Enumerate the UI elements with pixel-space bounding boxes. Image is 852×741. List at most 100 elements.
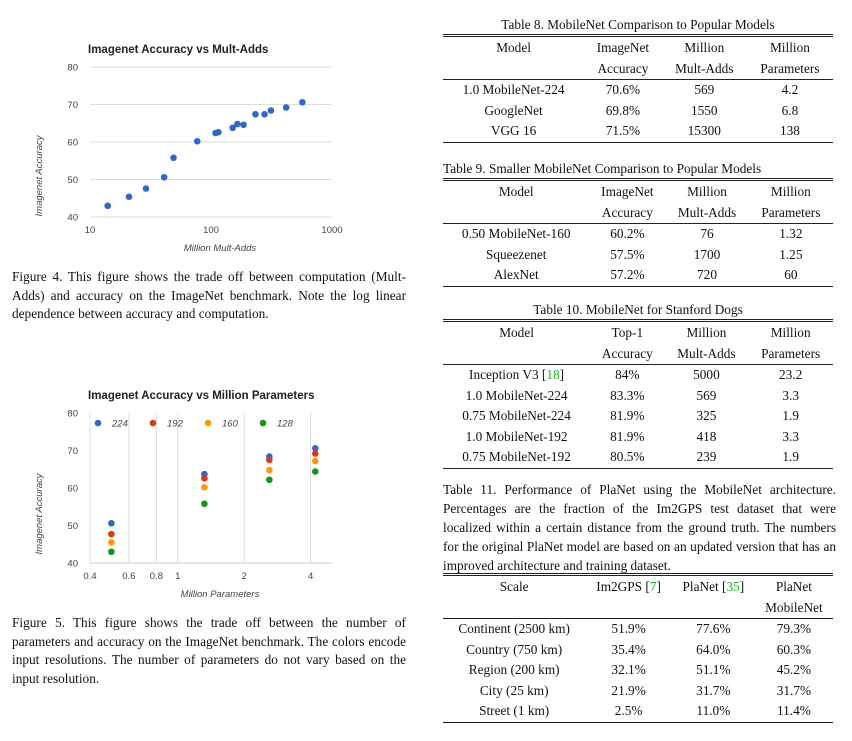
table-cell: AlexNet xyxy=(443,265,590,287)
table9-header xyxy=(443,202,590,224)
table-cell: 1.25 xyxy=(779,246,803,262)
table-cell: Squeezenet xyxy=(485,246,547,262)
table-cell: Continent (2500 km) xyxy=(458,621,570,636)
table8-table: Model ImageNet Million Million Accuracy … xyxy=(443,34,833,143)
figure4-xlabel: Million Mult-Adds xyxy=(184,243,257,254)
table11-caption: Table 11. Performance of PlaNet using th… xyxy=(443,482,836,573)
table9-table: Model ImageNet Million Million Accuracy … xyxy=(443,178,833,287)
x-tick-label: 4 xyxy=(308,571,313,582)
y-tick-label: 80 xyxy=(67,63,78,74)
x-tick-label: 10 xyxy=(85,225,96,236)
table-cell: 418 xyxy=(696,428,717,444)
table-cell: 11.0% xyxy=(671,701,755,723)
y-tick-label: 70 xyxy=(67,446,78,457)
table8: Table 8. MobileNet Comparison to Popular… xyxy=(443,16,833,143)
table-cell: 60 xyxy=(748,265,833,287)
table-row: 1.0 MobileNet-224 83.3% 569 3.3 xyxy=(443,386,833,407)
table10-header: Model xyxy=(443,319,591,344)
table-cell: Inception V3 [18] xyxy=(469,367,565,382)
table-row: 0.50 MobileNet-160 60.2% 76 1.32 xyxy=(443,224,833,245)
data-point xyxy=(193,137,201,145)
data-point xyxy=(266,466,273,474)
table11-header xyxy=(671,597,755,619)
table-cell: 31.7% xyxy=(696,682,731,698)
figure4-caption: Figure 4. This figure shows the trade of… xyxy=(12,269,406,322)
table-cell: Country (750 km) xyxy=(466,641,563,657)
table-row: Continent (2500 km) 51.9% 77.6% 79.3% xyxy=(443,619,833,640)
figure4-svg: Imagenet Accuracy vs Mult-Adds 40 50 60 70 8… xyxy=(34,44,343,254)
table-cell: 1.9 xyxy=(782,408,799,423)
data-point xyxy=(266,456,273,464)
table-cell: 76 xyxy=(700,226,714,241)
table10-header: Top-1 xyxy=(590,319,665,344)
table10-header: Parameters xyxy=(748,343,833,365)
table11-header xyxy=(585,597,672,619)
figure5-xlabel: Million Parameters xyxy=(181,589,260,600)
table11-header xyxy=(443,597,586,619)
table-cell: 569 xyxy=(694,82,715,97)
table8-header xyxy=(443,58,585,80)
table-cell: 0.50 MobileNet-160 xyxy=(461,226,571,241)
table-cell: VGG 16 xyxy=(443,121,585,143)
data-point xyxy=(125,193,133,201)
table-cell: 79.3% xyxy=(776,621,812,636)
legend-marker xyxy=(259,419,267,427)
table10-header: Million xyxy=(664,319,749,344)
table-row: Inception V3 [18] 84% 5000 23.2 xyxy=(443,365,833,386)
table-row: VGG 16 71.5% 15300 138 xyxy=(443,121,833,143)
data-point xyxy=(311,468,319,475)
figure5-caption: Figure 5. This figure shows the trade of… xyxy=(12,615,406,686)
table8-title: Table 8. MobileNet Comparison to Popular… xyxy=(501,17,775,32)
table9-title: Table 9. Smaller MobileNet Comparison to… xyxy=(443,161,762,176)
table-cell: 11.4% xyxy=(754,701,833,723)
table9-header: Parameters xyxy=(748,202,833,224)
table-cell: 60.2% xyxy=(610,226,645,241)
x-tick-label: 0.8 xyxy=(150,571,163,582)
data-point xyxy=(229,124,236,132)
table-cell: 720 xyxy=(665,265,749,287)
table-cell: 1700 xyxy=(693,246,721,262)
citation-number[interactable]: 18 xyxy=(546,367,560,382)
table11-table: Scale Im2GPS [7] PlaNet [35] PlaNet Mobi… xyxy=(443,573,833,723)
table-cell: 5000 xyxy=(693,367,720,382)
table-cell: 45.2% xyxy=(776,662,812,677)
data-point xyxy=(299,98,306,106)
table10-header: Accuracy xyxy=(590,343,665,365)
table11-header: PlaNet [35] xyxy=(671,573,755,598)
y-tick-label: 80 xyxy=(67,409,78,420)
table-row: AlexNet 57.2% 720 60 xyxy=(443,265,833,287)
table9-header: Million xyxy=(748,178,833,203)
table-cell: 23.2 xyxy=(779,367,803,382)
data-point xyxy=(311,457,319,465)
data-point xyxy=(201,483,208,491)
x-tick-label: 1000 xyxy=(321,225,342,236)
table-cell: 81.9% xyxy=(610,408,645,423)
figure5-title: Imagenet Accuracy vs Million Parameters xyxy=(88,390,314,402)
citation-number[interactable]: 7 xyxy=(649,579,657,594)
table-cell: Region (200 km) xyxy=(468,662,560,677)
table-cell: 51.9% xyxy=(611,621,646,636)
figure5-ylabel: Imagenet Accuracy xyxy=(34,472,45,554)
table-cell: 2.5% xyxy=(585,701,672,723)
table-cell: 70.6% xyxy=(605,82,641,97)
table-row: 0.75 MobileNet-224 81.9% 325 1.9 xyxy=(443,406,833,427)
table9-header: Mult-Adds xyxy=(665,202,749,224)
table-cell: 51.1% xyxy=(696,662,731,677)
table-cell: 0.75 MobileNet-192 xyxy=(443,447,591,469)
figure4-chart: Imagenet Accuracy vs Mult-Adds 40 50 60 70 8… xyxy=(10,36,350,261)
table-cell: 0.75 MobileNet-224 xyxy=(462,408,571,423)
citation-number[interactable]: 35 xyxy=(726,579,740,594)
table-row: City (25 km) 21.9% 31.7% 31.7% xyxy=(443,681,833,702)
table10-header: Mult-Adds xyxy=(664,343,749,365)
x-tick-label: 1 xyxy=(175,571,180,582)
table11-header: Im2GPS [7] xyxy=(585,573,672,598)
data-point xyxy=(234,120,241,128)
table-cell: 69.8% xyxy=(605,102,641,118)
figure4-title: Imagenet Accuracy vs Mult-Adds xyxy=(88,44,268,56)
table-row: Region (200 km) 32.1% 51.1% 45.2% xyxy=(443,660,833,681)
table9: Table 9. Smaller MobileNet Comparison to… xyxy=(443,160,833,287)
table-cell: 325 xyxy=(696,408,717,423)
legend-label: 192 xyxy=(167,419,184,430)
legend-marker xyxy=(149,419,157,427)
table-cell: 3.3 xyxy=(782,428,799,444)
